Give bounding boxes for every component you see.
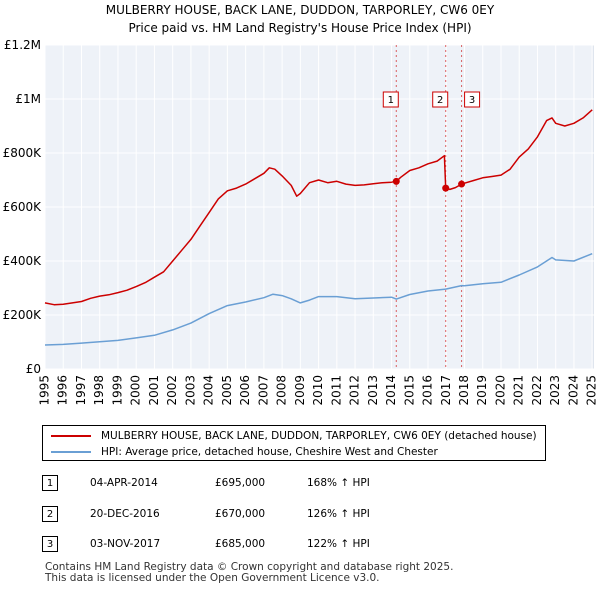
sale-price: £670,000 xyxy=(215,508,266,520)
x-tick-label: 1996 xyxy=(56,375,70,406)
footer-licence: This data is licensed under the Open Gov… xyxy=(45,572,380,584)
y-tick-label: £200K xyxy=(3,308,43,322)
sale-point xyxy=(458,180,466,188)
sale-number-badge: 2 xyxy=(42,506,58,522)
x-tick-label: 2022 xyxy=(530,375,544,406)
x-tick-label: 2024 xyxy=(566,375,580,406)
x-tick-label: 1995 xyxy=(38,375,52,406)
y-tick-label: £600K xyxy=(3,200,43,214)
y-tick-label: £800K xyxy=(3,146,43,160)
sale-price: £685,000 xyxy=(215,538,266,550)
sale-price: £695,000 xyxy=(215,477,266,489)
legend-swatch-property xyxy=(51,435,91,437)
price-chart: MULBERRY HOUSE, BACK LANE, DUDDON, TARPO… xyxy=(3,3,599,406)
sale-label-box xyxy=(432,91,449,108)
sale-date: 04-APR-2014 xyxy=(90,477,158,489)
x-tick-label: 1999 xyxy=(110,375,124,406)
legend-label-hpi: HPI: Average price, detached house, Ches… xyxy=(101,446,438,458)
sale-row-3: 3 03-NOV-2017 £685,000 122% ↑ HPI xyxy=(0,536,600,556)
x-tick-label: 2010 xyxy=(311,375,325,406)
chart-subtitle: Price paid vs. HM Land Registry's House … xyxy=(128,21,471,35)
legend-item-property: MULBERRY HOUSE, BACK LANE, DUDDON, TARPO… xyxy=(51,428,537,444)
footer: Contains HM Land Registry data © Crown c… xyxy=(45,562,453,584)
x-tick-label: 2019 xyxy=(475,375,489,406)
sale-date: 03-NOV-2017 xyxy=(90,538,161,550)
legend-item-hpi: HPI: Average price, detached house, Ches… xyxy=(51,444,438,460)
sale-row-2: 2 20-DEC-2016 £670,000 126% ↑ HPI xyxy=(0,506,600,526)
x-tick-label: 2002 xyxy=(165,375,179,406)
sale-label-box xyxy=(382,91,399,108)
footer-copyright: Contains HM Land Registry data © Crown c… xyxy=(45,561,454,573)
x-tick-label: 2025 xyxy=(585,375,599,406)
sale-label-number: 3 xyxy=(469,95,475,106)
y-tick-label: £0 xyxy=(26,362,41,376)
x-tick-label: 2015 xyxy=(402,375,416,406)
x-tick-label: 2003 xyxy=(183,375,197,406)
sale-label-number: 1 xyxy=(388,95,394,106)
x-tick-label: 2008 xyxy=(275,375,289,406)
x-tick-label: 2011 xyxy=(329,375,343,406)
x-tick-label: 2001 xyxy=(147,375,161,406)
x-tick-label: 2023 xyxy=(548,375,562,406)
sale-hpi-change: 122% ↑ HPI xyxy=(307,538,370,550)
y-tick-label: £400K xyxy=(3,254,43,268)
y-tick-label: £1M xyxy=(15,92,41,106)
sale-label-number: 2 xyxy=(437,95,443,106)
legend-label-property: MULBERRY HOUSE, BACK LANE, DUDDON, TARPO… xyxy=(101,430,537,442)
x-tick-label: 2016 xyxy=(421,375,435,406)
sale-number-badge: 1 xyxy=(42,475,58,491)
sale-row-1: 1 04-APR-2014 £695,000 168% ↑ HPI xyxy=(0,475,600,495)
legend-swatch-hpi xyxy=(51,451,91,453)
sale-number-badge: 3 xyxy=(42,536,58,552)
x-tick-label: 2013 xyxy=(366,375,380,406)
hpi-line xyxy=(44,253,593,346)
sale-point xyxy=(392,177,400,185)
x-tick-label: 2005 xyxy=(220,375,234,406)
x-tick-label: 1997 xyxy=(74,375,88,406)
chart-title: MULBERRY HOUSE, BACK LANE, DUDDON, TARPO… xyxy=(106,3,495,17)
sale-point xyxy=(442,184,450,192)
x-tick-label: 2009 xyxy=(293,375,307,406)
property-price-line xyxy=(44,109,593,306)
x-tick-label: 2014 xyxy=(384,375,398,406)
x-tick-label: 2017 xyxy=(439,375,453,406)
sale-hpi-change: 126% ↑ HPI xyxy=(307,508,370,520)
x-tick-label: 2021 xyxy=(512,375,526,406)
x-tick-label: 2006 xyxy=(238,375,252,406)
x-tick-label: 2018 xyxy=(457,375,471,406)
sale-date: 20-DEC-2016 xyxy=(90,508,160,520)
x-tick-label: 1998 xyxy=(92,375,106,406)
y-tick-label: £1.2M xyxy=(4,38,41,52)
x-tick-label: 2007 xyxy=(256,375,270,406)
x-tick-label: 2012 xyxy=(348,375,362,406)
legend: MULBERRY HOUSE, BACK LANE, DUDDON, TARPO… xyxy=(42,425,546,461)
sale-hpi-change: 168% ↑ HPI xyxy=(307,477,370,489)
x-tick-label: 2020 xyxy=(493,375,507,406)
sale-label-box xyxy=(464,91,481,108)
x-tick-label: 2000 xyxy=(129,375,143,406)
x-tick-label: 2004 xyxy=(202,375,216,406)
